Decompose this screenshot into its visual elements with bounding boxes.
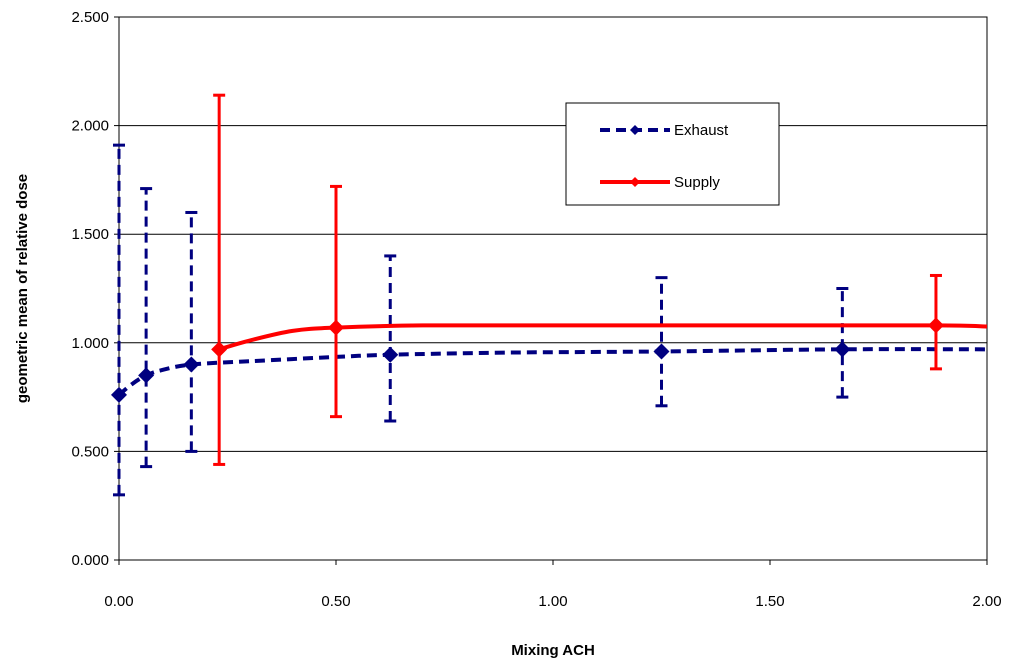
y-tick-label: 2.000 — [71, 118, 109, 135]
y-tick-label: 1.000 — [71, 335, 109, 352]
x-tick-label: 1.50 — [755, 593, 784, 610]
series-line — [218, 323, 988, 352]
x-tick-label: 0.00 — [104, 593, 133, 610]
legend-label: Exhaust — [674, 122, 729, 139]
y-tick-label: 2.500 — [71, 9, 109, 26]
legend-marker — [630, 177, 640, 187]
series-exhaust — [111, 143, 988, 497]
series-supply — [211, 93, 988, 466]
data-point — [927, 317, 944, 334]
data-point — [138, 367, 155, 384]
data-point — [211, 341, 228, 358]
legend-box — [565, 102, 780, 206]
legend-entries: Exhaust Supply — [600, 122, 729, 191]
data-point — [382, 346, 399, 363]
legend-entry-supply: Supply — [600, 174, 720, 191]
series-layer — [111, 93, 988, 497]
plot-area — [118, 16, 988, 561]
y-tick-label: 1.500 — [71, 226, 109, 243]
x-axis-title: Mixing ACH — [511, 642, 595, 659]
legend-entry-exhaust: Exhaust — [600, 122, 729, 139]
legend-label: Supply — [674, 174, 720, 191]
gridlines — [119, 125, 987, 452]
y-tick-label: 0.500 — [71, 443, 109, 460]
x-tick-label: 1.00 — [538, 593, 567, 610]
y-tick-label: 0.000 — [71, 552, 109, 569]
legend-marker — [630, 125, 640, 135]
data-point — [328, 319, 344, 336]
y-axis-title: geometric mean of relative dose — [14, 174, 31, 403]
data-point — [834, 341, 851, 358]
x-tick-label: 0.50 — [321, 593, 350, 610]
x-tick-label: 2.00 — [972, 593, 1001, 610]
legend: Exhaust Supply — [565, 102, 780, 206]
data-point — [111, 386, 127, 403]
axis-ticks: 0.000 0.500 1.000 1.500 2.000 2.500 0.00 0.50 1.… — [71, 9, 1001, 610]
series-line — [117, 347, 988, 397]
data-point — [183, 356, 200, 373]
data-point — [653, 343, 670, 360]
